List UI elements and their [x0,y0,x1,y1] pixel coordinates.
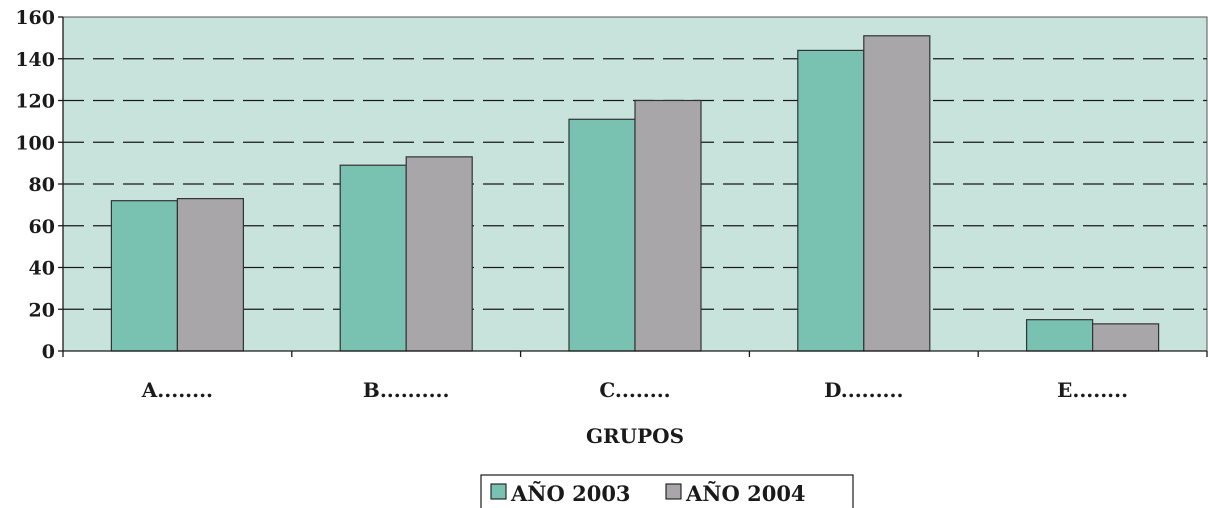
x-category-label-1: A........ [141,378,213,402]
labels: 0 20 40 60 80 100 120 140 160 A........ B.........… [15,7,1128,402]
bar-a-o-2003-1 [110,200,179,352]
x-category-label-5: E........ [1057,378,1128,402]
x-axis-title: GRUPOS [586,424,684,448]
legend-label-2: AÑO 2004 [685,481,806,506]
bar-a-o-2003-4 [797,49,865,352]
bar-a-o-2004-4 [863,35,931,352]
x-category-label-4: D......... [824,378,903,402]
bar-a-o-2004-2 [405,156,473,352]
y-tick-label-160: 160 [15,7,55,29]
x-category-label-3: C........ [599,378,670,402]
axes [58,16,1208,357]
y-tick-label-0: 0 [42,341,55,363]
bar-a-o-2003-3 [568,118,636,352]
y-tick-label-100: 100 [15,132,55,154]
bar-a-o-2004-5 [1091,323,1160,352]
y-tick-label-140: 140 [15,49,55,71]
bar-a-o-2003-5 [1025,319,1094,352]
legend-label-1: AÑO 2003 [510,481,631,506]
y-tick-label-40: 40 [29,258,55,280]
legend: AÑO 2003 AÑO 2004 [480,474,854,508]
x-category-label-2: B.......... [363,378,450,402]
legend-swatch-2 [665,483,682,500]
y-tick-label-60: 60 [29,216,55,238]
bar-a-o-2004-1 [176,198,244,352]
y-tick-label-120: 120 [15,91,55,113]
bars [110,35,1160,352]
y-tick-label-20: 20 [29,299,55,321]
bar-a-o-2004-3 [634,99,702,352]
legend-swatch-1 [490,483,507,500]
y-tick-label-80: 80 [29,174,55,196]
bar-a-o-2003-2 [339,164,407,352]
